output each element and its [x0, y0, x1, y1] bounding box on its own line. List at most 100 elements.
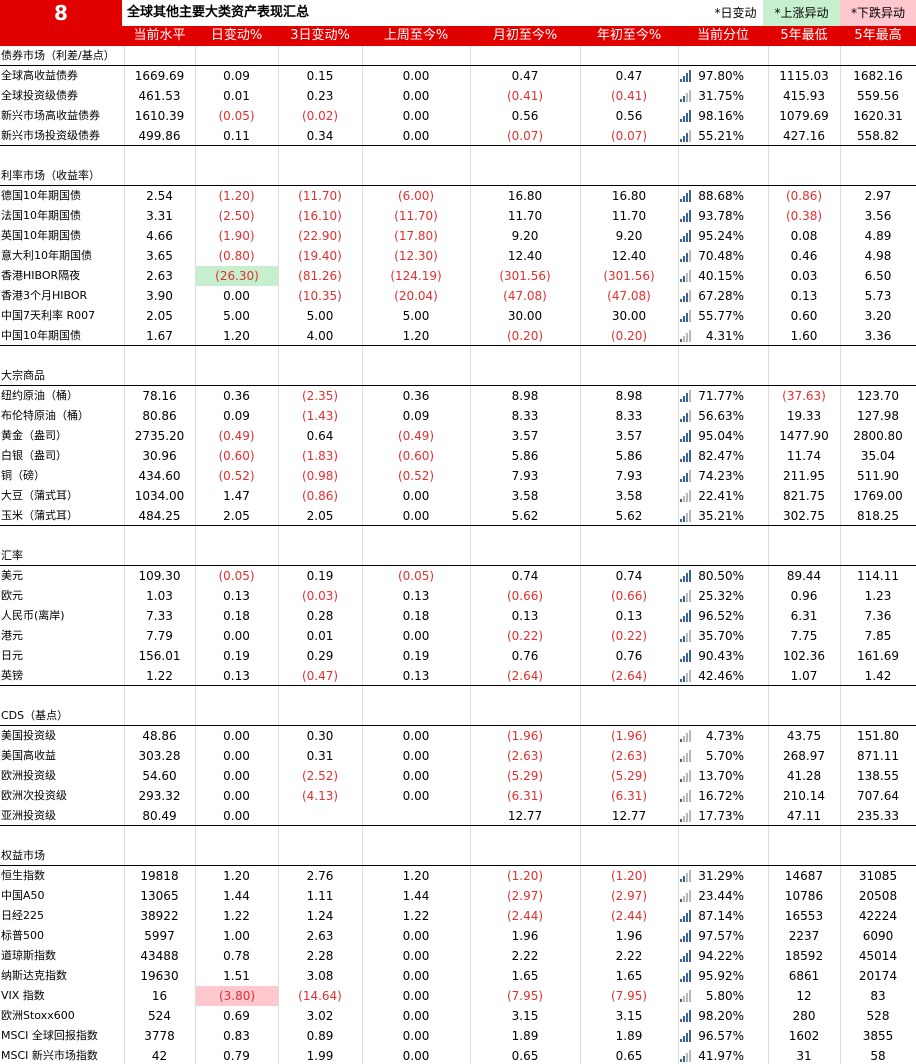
value-cell: 83	[870, 989, 886, 1003]
icon-bar	[683, 916, 685, 922]
icon-bar	[686, 393, 688, 402]
icon-bar	[680, 79, 682, 82]
value-cell: 5.00	[402, 309, 430, 323]
column-header: 当前分位	[678, 26, 768, 46]
icon-bar	[680, 659, 682, 662]
icon-bar	[686, 953, 688, 962]
percentile-cell: 80.50%	[698, 569, 744, 583]
value-cell: 3.58	[511, 489, 539, 503]
value-cell: 528	[866, 1009, 890, 1023]
percentile-icon	[680, 810, 691, 822]
value-cell: 2.05	[146, 309, 173, 323]
value-cell: (2.64)	[610, 669, 648, 683]
value-cell: (3.80)	[196, 986, 278, 1006]
value-cell: 7.75	[790, 629, 818, 643]
value-cell: 80.49	[142, 809, 177, 823]
icon-bar	[683, 876, 685, 882]
row-label: 法国10年期国债	[1, 209, 81, 222]
value-cell: 16.80	[611, 189, 647, 203]
icon-bar	[680, 819, 682, 822]
icon-bar	[686, 1013, 688, 1022]
value-cell: 0.11	[223, 129, 250, 143]
value-cell: 89.44	[786, 569, 822, 583]
value-cell: 0.83	[223, 1029, 250, 1043]
value-cell: 7.79	[146, 629, 173, 643]
percentile-icon	[680, 410, 691, 422]
value-cell: 0.00	[402, 509, 430, 523]
value-cell: 42	[151, 1049, 168, 1063]
value-cell: 0.74	[615, 569, 643, 583]
icon-bar	[686, 113, 688, 122]
icon-bar	[689, 810, 691, 822]
row-label: 英国10年期国债	[1, 229, 81, 242]
section-end-rule	[0, 345, 916, 346]
value-cell: (47.08)	[503, 289, 547, 303]
icon-bar	[689, 230, 691, 242]
icon-bar	[689, 970, 691, 982]
percentile-cell: 67.28%	[698, 289, 744, 303]
percentile-cell: 22.41%	[698, 489, 744, 503]
icon-bar	[683, 956, 685, 962]
section-rule	[0, 865, 916, 866]
row-label: 标普500	[1, 929, 44, 942]
value-cell: (0.05)	[218, 109, 255, 123]
value-cell: (2.52)	[301, 769, 339, 783]
section-title: 大宗商品	[1, 369, 45, 382]
section-title: 汇率	[1, 549, 23, 562]
icon-bar	[689, 510, 691, 522]
value-cell: 8.98	[615, 389, 643, 403]
value-cell: 7.36	[864, 609, 892, 623]
value-cell: 0.28	[306, 609, 334, 623]
section-end-rule	[0, 525, 916, 526]
icon-bar	[683, 816, 685, 822]
value-cell: (0.02)	[301, 109, 339, 123]
row-label: 日元	[1, 649, 23, 662]
icon-bar	[689, 410, 691, 422]
row-label: MSCI 全球回报指数	[1, 1029, 98, 1042]
icon-bar	[683, 316, 685, 322]
icon-bar	[680, 999, 682, 1002]
value-cell: 1.42	[864, 669, 892, 683]
section-title: 权益市场	[1, 849, 45, 862]
value-cell: (0.60)	[218, 449, 255, 463]
value-cell: 1.89	[511, 1029, 539, 1043]
icon-bar	[686, 753, 688, 762]
value-cell: 1.00	[223, 929, 250, 943]
header-cell	[0, 26, 124, 46]
percentile-cell: 5.70%	[705, 749, 744, 763]
icon-bar	[683, 236, 685, 242]
icon-bar	[686, 913, 688, 922]
value-cell: (124.19)	[390, 269, 442, 283]
value-cell: 3.90	[146, 289, 173, 303]
percentile-cell: 31.29%	[698, 869, 744, 883]
value-cell: (301.56)	[499, 269, 551, 283]
value-cell: 2.05	[223, 509, 250, 523]
icon-bar	[680, 519, 682, 522]
percentile-cell: 40.15%	[698, 269, 744, 283]
percentile-cell: 13.70%	[698, 769, 744, 783]
value-cell: 1.22	[146, 669, 173, 683]
value-cell: (6.00)	[397, 189, 435, 203]
value-cell: 1.07	[790, 669, 818, 683]
value-cell: 12.40	[507, 249, 543, 263]
value-cell: 1.20	[223, 869, 250, 883]
icon-bar	[680, 779, 682, 782]
value-cell: (0.07)	[610, 129, 648, 143]
value-cell: 2.63	[146, 269, 173, 283]
icon-bar	[686, 413, 688, 422]
icon-bar	[683, 796, 685, 802]
value-cell: 0.00	[223, 629, 250, 643]
row-label: 大豆（蒲式耳）	[1, 489, 78, 502]
value-cell: (2.63)	[610, 749, 648, 763]
value-cell: 20174	[858, 969, 898, 983]
icon-bar	[686, 233, 688, 242]
percentile-icon	[680, 1050, 691, 1062]
value-cell: 0.00	[402, 89, 430, 103]
value-cell: 151.80	[857, 729, 899, 743]
value-cell: 0.76	[615, 649, 643, 663]
icon-bar	[680, 1019, 682, 1022]
value-cell: (0.41)	[610, 89, 648, 103]
value-cell: 1034.00	[134, 489, 185, 503]
value-cell: (2.97)	[506, 889, 544, 903]
icon-bar	[686, 993, 688, 1002]
